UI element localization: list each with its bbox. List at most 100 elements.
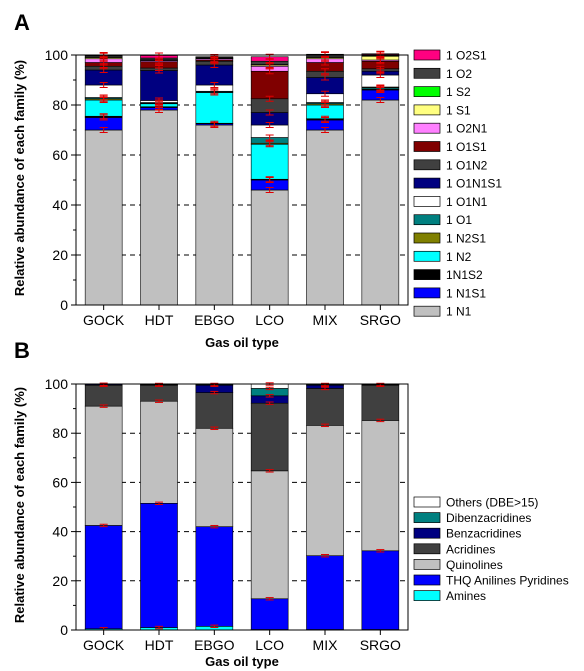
bar-segment-gock-quinolines [84, 405, 123, 526]
legend-swatch-acridines [413, 543, 441, 555]
x-tick-label-gock: GOCK [83, 312, 125, 328]
x-tick-label-hdt: HDT [145, 637, 174, 653]
y-tick-label: 0 [60, 622, 68, 638]
legend-swatch-dibenzacridines [413, 512, 441, 523]
legend-swatch-1-n1 [413, 305, 441, 317]
y-tick-label: 20 [52, 247, 68, 263]
x-tick-label-mix: MIX [313, 312, 339, 328]
panel-a-bars [84, 53, 400, 306]
legend-label-dibenzacridines: Dibenzacridines [446, 511, 531, 525]
x-tick-label-lco: LCO [255, 637, 284, 653]
bar-segment-mix-quinolines [306, 425, 344, 557]
panel-b-gridlines [76, 383, 408, 582]
panel-a-plot-frame [75, 54, 409, 306]
bar-segment-lco-1-o1s1 [250, 70, 289, 100]
bar-segment-lco-1-n2 [250, 143, 289, 180]
panel-b-y-axis-title: Relative abundance of each family (%) [12, 387, 27, 623]
bar-segment-srgo-1-n1 [361, 99, 400, 306]
x-tick-label-ebgo: EBGO [194, 312, 235, 328]
bar-segment-lco-quinolines [250, 470, 289, 600]
panel-b-x-axis-title: Gas oil type [205, 654, 279, 669]
bar-segment-hdt-1-o1n1s1 [140, 70, 178, 101]
legend-label-1-o1n1s1: 1 O1N1S1 [446, 177, 502, 191]
bar-segment-mix-thq-anilines-pyridines [306, 555, 344, 630]
legend-swatch-1-o2s1 [413, 49, 441, 61]
bar-segment-srgo-acridines [361, 384, 400, 421]
x-tick-label-lco: LCO [255, 312, 284, 328]
y-tick-label: 60 [52, 147, 68, 163]
bar-segment-ebgo-1-n1 [195, 124, 234, 306]
legend-swatch-others-dbe-15 [413, 496, 441, 508]
legend-label-1-n1: 1 N1 [446, 305, 472, 319]
legend-label-1-o2: 1 O2 [446, 67, 472, 81]
legend-swatch-1-n2s1 [413, 232, 441, 244]
bar-segment-ebgo-acridines [195, 392, 234, 429]
legend-label-1-o2n1: 1 O2N1 [446, 122, 488, 136]
legend-label-1-n2s1: 1 N2S1 [446, 232, 486, 246]
legend-label-1-n1s1: 1 N1S1 [446, 286, 486, 300]
y-tick-label: 20 [52, 573, 68, 589]
panel-b: B 0 20 40 60 80 100 GOCK HDT EBGO LCO MIX SRGO Gas … [12, 338, 569, 669]
legend-label-acridines: Acridines [446, 542, 495, 556]
y-tick-label: 0 [60, 297, 68, 313]
x-tick-label-hdt: HDT [145, 312, 174, 328]
legend-swatch-1-n1s1 [413, 287, 441, 299]
bar-segment-srgo-quinolines [361, 420, 400, 552]
panel-a-x-axis-title: Gas oil type [205, 335, 279, 350]
legend-swatch-1-n2 [413, 250, 441, 262]
legend-label-1-o1: 1 O1 [446, 213, 472, 227]
legend-swatch-1-o1 [413, 214, 441, 226]
y-tick-label: 100 [45, 376, 69, 392]
panel-a-ticks: 0 20 40 60 80 100 GOCK HDT EBGO LCO MIX SRGO [45, 47, 401, 328]
y-tick-label: 60 [52, 474, 68, 490]
legend-label-others-dbe-15: Others (DBE>15) [446, 496, 538, 510]
y-tick-label: 80 [52, 97, 68, 113]
legend-label-1-s1: 1 S1 [446, 103, 471, 117]
legend-label-1-o1n1: 1 O1N1 [446, 195, 488, 209]
legend-swatch-1-o2n1 [413, 122, 441, 134]
bar-segment-srgo-thq-anilines-pyridines [361, 550, 400, 630]
legend-swatch-1-o2 [413, 67, 441, 79]
legend-label-thq-anilines-pyridines: THQ Anilines Pyridines [446, 574, 569, 588]
legend-label-benzacridines: Benzacridines [446, 527, 521, 541]
panel-a-letter: A [14, 10, 30, 35]
legend-label-1-o2s1: 1 O2S1 [446, 49, 487, 63]
legend-swatch-amines [413, 590, 441, 601]
legend-swatch-1-o1s1 [413, 141, 441, 152]
panel-b-plot-frame [75, 383, 409, 631]
y-tick-label: 80 [52, 425, 68, 441]
legend-swatch-1-s2 [413, 86, 441, 97]
bar-segment-lco-1-n1 [250, 189, 289, 306]
panel-b-bars [84, 383, 400, 631]
legend-swatch-thq-anilines-pyridines [413, 574, 441, 586]
bar-segment-gock-1-n1 [84, 129, 123, 306]
bar-segment-mix-acridines [306, 388, 344, 426]
y-tick-label: 100 [45, 47, 69, 63]
y-tick-label: 40 [52, 197, 68, 213]
bar-segment-hdt-thq-anilines-pyridines [140, 503, 178, 628]
x-tick-label-gock: GOCK [83, 637, 125, 653]
legend-swatch-1-s1 [413, 104, 441, 116]
legend-swatch-1n1s2 [413, 269, 441, 280]
bar-segment-lco-acridines [250, 402, 289, 472]
legend-label-1-o1s1: 1 O1S1 [446, 140, 487, 154]
bar-segment-ebgo-thq-anilines-pyridines [195, 526, 234, 627]
legend-label-amines: Amines [446, 589, 486, 603]
bar-segment-ebgo-1-n2 [195, 92, 234, 124]
bar-segment-hdt-quinolines [140, 400, 178, 504]
x-tick-label-mix: MIX [313, 637, 339, 653]
panel-a: A 0 20 40 60 80 100 GOCK HDT EBGO LCO MIX SRGO Gas … [12, 10, 502, 350]
panel-a-y-axis-title: Relative abundance of each family (%) [12, 60, 27, 296]
bar-segment-hdt-1-n1 [140, 109, 178, 306]
panel-b-letter: B [14, 338, 30, 363]
panel-a-legend: 1 O2S1 1 O2 1 S2 1 S1 1 O2N1 1 O1S1 1 O1N2 1 O1… [413, 49, 502, 319]
bar-segment-lco-thq-anilines-pyridines [250, 598, 289, 630]
legend-label-1-o1n2: 1 O1N2 [446, 158, 488, 172]
legend-label-1-s2: 1 S2 [446, 85, 471, 99]
bar-segment-gock-thq-anilines-pyridines [84, 525, 123, 630]
bar-segment-mix-1-n1 [306, 129, 344, 306]
panel-b-ticks: 0 20 40 60 80 100 GOCK HDT EBGO LCO MIX SRGO [45, 376, 401, 653]
panel-b-legend: Others (DBE>15)Dibenzacridines Benzacridi… [413, 496, 569, 603]
panel-a-gridlines [76, 54, 408, 256]
